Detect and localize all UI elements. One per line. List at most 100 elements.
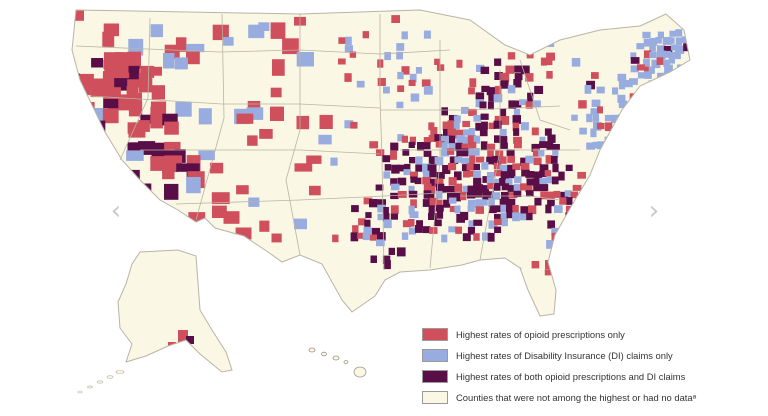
- legend-swatch-opioid: [422, 327, 448, 341]
- county-cell: [351, 205, 359, 213]
- county-cell: [514, 176, 522, 184]
- county-cell: [390, 192, 399, 200]
- county-cell: [462, 233, 471, 242]
- county-cell: [330, 157, 338, 166]
- county-cell: [650, 141, 658, 150]
- county-cell: [499, 80, 509, 89]
- state-borders: [75, 13, 580, 271]
- county-cell: [442, 121, 449, 131]
- county-cell: [463, 170, 471, 178]
- county-cell: [78, 113, 90, 124]
- county-cell: [397, 134, 405, 142]
- county-cell: [664, 64, 673, 74]
- county-cell: [643, 50, 652, 59]
- county-cell: [494, 135, 501, 143]
- county-cell: [383, 86, 390, 94]
- county-cell: [162, 169, 175, 180]
- county-cell: [473, 219, 483, 226]
- county-cell: [338, 58, 346, 65]
- county-cell: [390, 183, 400, 191]
- county-cell: [212, 205, 227, 218]
- county-cell: [546, 240, 553, 249]
- county-cell: [487, 149, 494, 159]
- county-cell: [531, 261, 540, 269]
- county-cell: [344, 73, 352, 82]
- county-cell: [506, 282, 516, 289]
- county-cell: [468, 108, 477, 116]
- county-cell: [502, 17, 511, 27]
- county-cell: [460, 136, 469, 145]
- county-cell: [507, 198, 516, 206]
- county-cell: [365, 212, 372, 219]
- county-cell: [525, 155, 534, 164]
- county-cell: [494, 213, 501, 222]
- county-cell: [79, 73, 94, 90]
- county-cell: [584, 184, 594, 193]
- county-cell: [546, 176, 553, 184]
- county-cell: [499, 136, 508, 145]
- county-cell: [401, 232, 409, 240]
- county-cell: [270, 22, 286, 39]
- county-cell: [533, 185, 541, 192]
- county-cell: [642, 31, 651, 39]
- county-cell: [404, 163, 411, 173]
- county-cell: [468, 148, 477, 156]
- county-cell: [669, 178, 678, 187]
- county-cell: [408, 141, 415, 148]
- county-cell: [401, 135, 408, 143]
- county-cell: [357, 309, 365, 316]
- county-cell: [552, 163, 559, 173]
- county-cell: [437, 211, 444, 219]
- county-cell: [469, 78, 477, 88]
- county-cell: [586, 142, 595, 150]
- county-cell: [468, 87, 475, 95]
- chevron-right-icon[interactable]: ›: [648, 196, 660, 226]
- county-cell: [468, 141, 477, 150]
- county-cell: [481, 185, 489, 194]
- county-cell: [534, 171, 542, 180]
- county-cell: [488, 122, 496, 130]
- county-cell: [573, 211, 582, 220]
- county-cell: [164, 183, 179, 200]
- county-cell: [668, 37, 675, 44]
- county-cell: [332, 234, 339, 243]
- county-cell: [258, 22, 270, 31]
- county-cell: [579, 247, 587, 256]
- county-cell: [151, 85, 165, 100]
- county-cell: [397, 71, 404, 80]
- map-legend: Highest rates of opioid prescriptions on…: [422, 326, 722, 410]
- county-cell: [382, 207, 389, 215]
- county-cell: [571, 114, 578, 121]
- county-cell: [648, 66, 655, 74]
- county-cell: [554, 205, 563, 213]
- county-cell: [447, 128, 457, 136]
- county-cell: [409, 211, 419, 219]
- county-cell: [352, 225, 359, 233]
- county-cell: [210, 162, 224, 174]
- county-cell: [417, 142, 425, 151]
- county-cell: [415, 156, 423, 165]
- chevron-left-icon[interactable]: ‹: [110, 196, 122, 226]
- county-cell: [676, 45, 685, 54]
- county-cell: [492, 155, 499, 165]
- county-cell: [668, 51, 676, 58]
- county-cell: [635, 92, 644, 101]
- county-cell: [364, 219, 371, 229]
- county-cell: [371, 227, 380, 236]
- county-cell: [656, 78, 663, 87]
- county-cell: [453, 192, 461, 202]
- county-cell: [506, 149, 515, 157]
- county-cell: [296, 52, 314, 67]
- county-cell: [578, 255, 586, 263]
- county-cell: [533, 157, 542, 166]
- county-cell: [436, 172, 445, 179]
- county-cell: [637, 143, 646, 150]
- county-cell: [656, 45, 666, 53]
- county-cell: [499, 177, 506, 186]
- county-cell: [585, 211, 593, 221]
- county-cell: [551, 156, 558, 164]
- county-cell: [559, 197, 567, 205]
- county-cell: [586, 113, 593, 123]
- county-cell: [403, 169, 411, 176]
- county-cell: [415, 225, 423, 233]
